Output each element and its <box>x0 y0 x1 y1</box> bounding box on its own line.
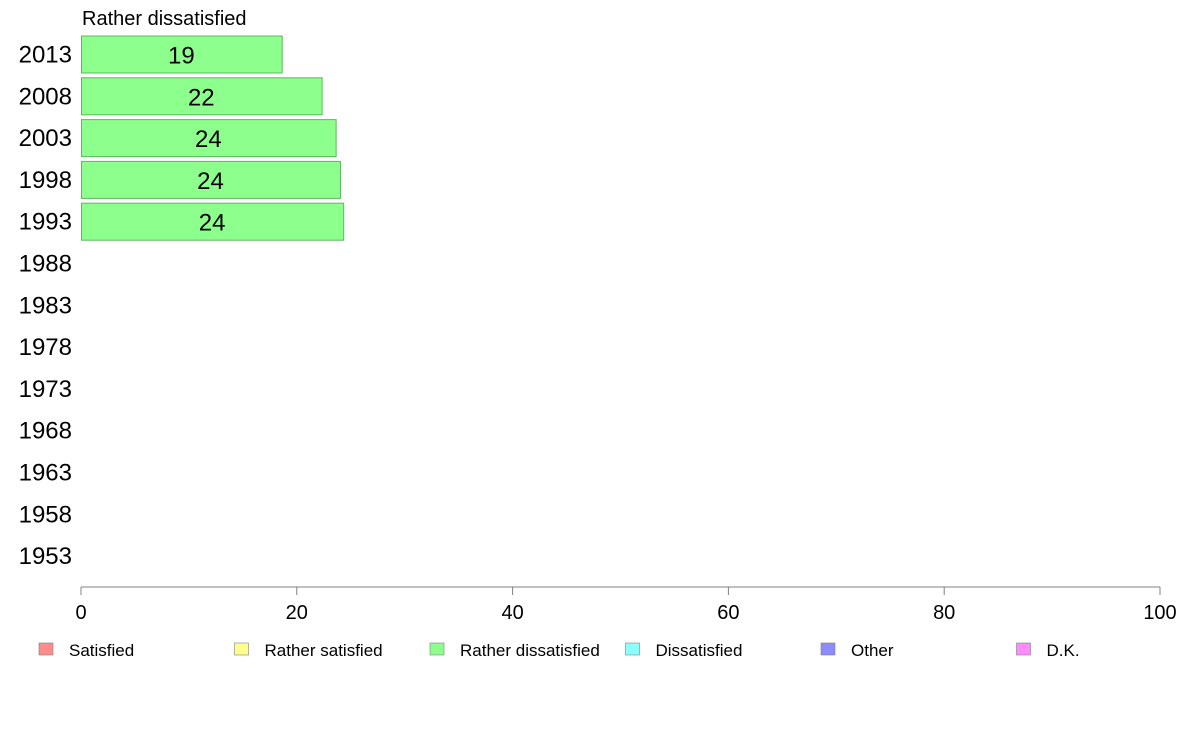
x-tick-label: 60 <box>717 602 739 624</box>
year-label: 1953 <box>19 543 72 570</box>
year-label: 1983 <box>19 292 72 319</box>
year-label: 1963 <box>19 460 72 487</box>
x-axis: 0 20 40 60 80 100 <box>75 586 1177 624</box>
year-label: 1993 <box>19 209 72 236</box>
bar <box>81 35 283 74</box>
x-tick-label: 0 <box>75 602 86 624</box>
x-tick-label: 80 <box>933 602 955 624</box>
bar-value-label: 24 <box>199 210 226 237</box>
bar <box>81 77 323 116</box>
bar-rows: 2013 19 2008 22 2003 24 1998 24 1993 24 1988 1983 19… <box>19 35 345 570</box>
bar-value-label: 24 <box>195 126 222 153</box>
legend-label: Rather dissatisfied <box>460 641 600 660</box>
x-tick-label: 40 <box>501 602 523 624</box>
year-label: 1973 <box>19 376 72 403</box>
bar-value-label: 24 <box>197 168 224 195</box>
legend-label: D.K. <box>1047 641 1080 660</box>
year-label: 1958 <box>19 501 72 528</box>
legend-swatch <box>625 642 640 656</box>
year-label: 1988 <box>19 251 72 278</box>
chart-title: Rather dissatisfied <box>82 8 247 30</box>
legend-label: Dissatisfied <box>656 641 743 660</box>
legend-swatch <box>1016 642 1031 656</box>
bar <box>81 160 341 199</box>
bar-value-label: 19 <box>168 43 195 70</box>
year-label: 1998 <box>19 167 72 194</box>
year-label: 2008 <box>19 83 72 110</box>
year-label: 2013 <box>19 42 72 69</box>
legend-label: Rather satisfied <box>265 641 383 660</box>
legend-swatch <box>820 642 836 656</box>
legend-label: Other <box>851 641 894 660</box>
bar <box>81 119 337 158</box>
bar <box>81 202 345 241</box>
legend-swatch <box>429 642 445 656</box>
legend-label: Satisfied <box>69 641 134 660</box>
year-label: 2003 <box>19 125 72 152</box>
year-label: 1968 <box>19 418 72 445</box>
bar-value-label: 22 <box>188 84 215 111</box>
x-tick-label: 20 <box>286 602 308 624</box>
x-tick-label: 100 <box>1143 602 1176 624</box>
legend-swatch <box>234 642 249 656</box>
legend-swatch <box>38 642 54 656</box>
legend: Satisfied Rather satisfied Rather dissatis… <box>38 641 1080 660</box>
year-label: 1978 <box>19 334 72 361</box>
